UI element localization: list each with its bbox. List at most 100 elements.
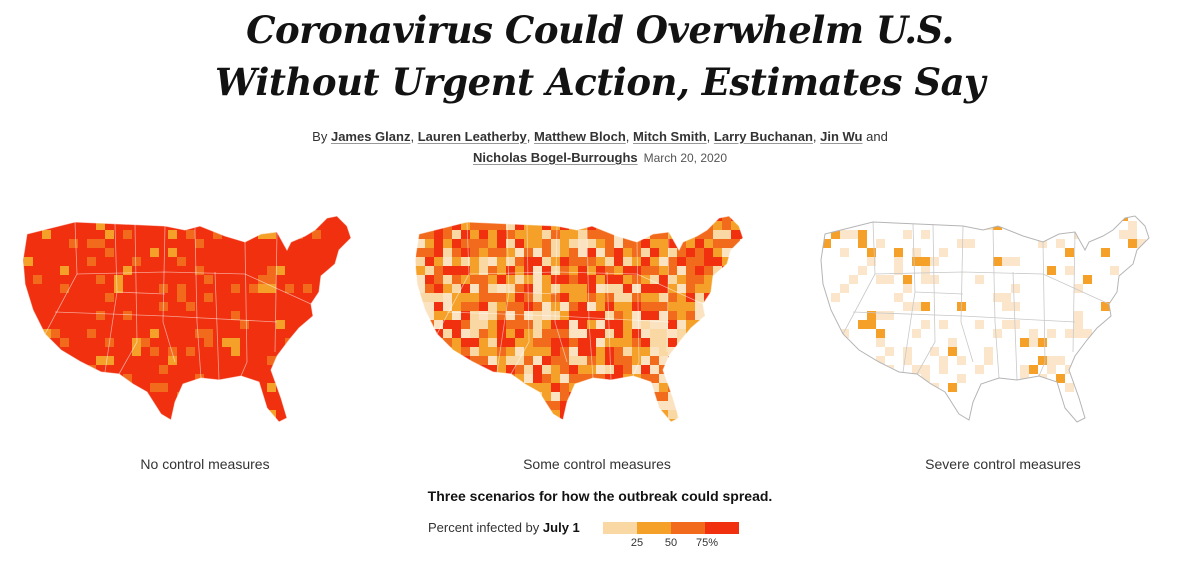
county-cell: [452, 356, 461, 365]
us-map-severe-control[interactable]: [813, 212, 1173, 442]
county-cell: [966, 239, 975, 248]
county-cell: [749, 347, 758, 356]
county-cell: [497, 302, 506, 311]
county-cell: [461, 401, 470, 410]
county-cell: [596, 329, 605, 338]
county-cell: [903, 428, 912, 437]
county-cell: [623, 401, 632, 410]
county-cell: [749, 338, 758, 347]
county-cell: [506, 230, 515, 239]
county-cell: [632, 216, 641, 221]
county-cell: [434, 257, 443, 266]
county-cell: [515, 329, 524, 338]
county-cell: [740, 383, 743, 392]
author-link[interactable]: James Glanz: [330, 129, 411, 144]
state-border: [554, 225, 568, 363]
county-cell: [416, 221, 425, 230]
county-cell: [425, 428, 434, 437]
us-map-some-control[interactable]: [407, 212, 767, 442]
county-cell: [704, 419, 713, 422]
county-cell: [416, 329, 425, 338]
county-cell: [1011, 392, 1020, 401]
us-outline: [820, 215, 1150, 423]
county-cell: [578, 275, 587, 284]
county-cell: [569, 419, 578, 422]
county-cell: [461, 365, 470, 374]
county-cell: [605, 248, 614, 257]
county-cell: [704, 374, 713, 383]
author-link[interactable]: Nicholas Bogel-Burroughs: [472, 150, 638, 165]
author-link[interactable]: Matthew Bloch: [534, 129, 626, 144]
us-map-no-control[interactable]: [15, 212, 375, 442]
county-cell: [443, 221, 452, 230]
author-link[interactable]: Larry Buchanan: [713, 129, 813, 144]
county-cell: [722, 329, 731, 338]
county-cell: [695, 392, 704, 401]
state-border: [586, 227, 594, 379]
county-cell: [560, 428, 569, 437]
county-cell: [713, 284, 722, 293]
county-cell: [650, 230, 659, 239]
county-cell: [497, 329, 506, 338]
county-cell: [605, 401, 614, 410]
county-cell: [312, 230, 321, 239]
county-cell: [849, 275, 858, 284]
county-cell: [267, 230, 276, 239]
county-cell: [831, 230, 840, 239]
county-cell: [204, 338, 213, 347]
county-cell: [921, 257, 930, 266]
county-cell: [867, 248, 876, 257]
county-cell: [105, 230, 114, 239]
legend-swatch: [637, 522, 671, 534]
county-cell: [731, 437, 740, 442]
county-cell: [452, 329, 461, 338]
county-cell: [452, 230, 461, 239]
county-cell: [551, 248, 560, 257]
county-cell: [1155, 401, 1164, 410]
county-cell: [1038, 239, 1047, 248]
county-cell: [515, 320, 524, 329]
county-cell: [515, 221, 524, 230]
county-cell: [443, 374, 452, 383]
county-cell: [921, 275, 930, 284]
county-cell: [497, 221, 506, 230]
county-cell: [416, 320, 425, 329]
county-cell: [1074, 221, 1083, 230]
county-cell: [497, 320, 506, 329]
county-cell: [542, 284, 551, 293]
county-cell: [542, 428, 551, 437]
county-cell: [1047, 365, 1056, 374]
county-cell: [312, 374, 321, 383]
county-cell: [650, 302, 659, 311]
county-cell: [479, 338, 488, 347]
county-cell: [686, 221, 695, 230]
county-cell: [749, 239, 758, 248]
author-link[interactable]: Jin Wu: [820, 129, 863, 144]
county-cell: [1083, 329, 1092, 338]
author-link[interactable]: Mitch Smith: [633, 129, 707, 144]
county-cell: [1110, 338, 1119, 347]
county-cell: [722, 365, 731, 374]
county-cell: [740, 266, 743, 275]
county-cell: [578, 392, 587, 401]
county-cell: [443, 239, 452, 248]
county-cell: [506, 383, 515, 392]
county-cell: [497, 266, 506, 275]
state-border: [468, 271, 704, 305]
map-panel-some-control: Some control measures: [407, 212, 787, 482]
county-cell: [276, 266, 285, 275]
author-link[interactable]: Lauren Leatherby: [417, 129, 527, 144]
county-cell: [357, 221, 366, 230]
state-border: [916, 223, 936, 375]
county-cell: [1146, 302, 1149, 311]
county-cell: [659, 230, 668, 239]
county-cell: [722, 347, 731, 356]
county-cell: [659, 392, 668, 401]
state-border: [1072, 231, 1076, 353]
county-cell: [186, 410, 195, 419]
county-cell: [867, 311, 876, 320]
county-cell: [966, 419, 975, 422]
county-cell: [506, 410, 515, 419]
county-cell: [614, 216, 623, 221]
county-cell: [749, 275, 758, 284]
